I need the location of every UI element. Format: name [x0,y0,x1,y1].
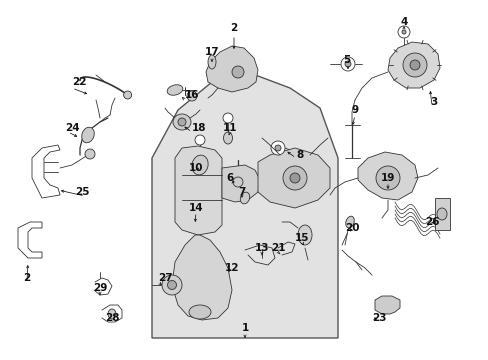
Text: 5: 5 [342,55,349,65]
Circle shape [401,30,405,34]
Ellipse shape [162,275,182,295]
Polygon shape [258,148,329,208]
Polygon shape [18,222,42,258]
Text: 10: 10 [188,163,203,173]
Polygon shape [32,145,60,198]
Text: 16: 16 [184,90,199,100]
Text: 26: 26 [424,217,438,227]
Ellipse shape [240,192,249,204]
Polygon shape [152,76,337,338]
Ellipse shape [173,114,191,130]
Text: 15: 15 [294,233,308,243]
Polygon shape [434,198,449,230]
Ellipse shape [178,118,185,126]
Ellipse shape [186,91,197,101]
Text: 2: 2 [230,23,237,33]
Polygon shape [357,152,417,200]
Text: 22: 22 [72,77,86,87]
Polygon shape [222,165,260,202]
Text: 2: 2 [23,273,31,283]
Ellipse shape [108,309,116,319]
Ellipse shape [191,155,208,175]
Text: 12: 12 [224,263,239,273]
Polygon shape [172,235,231,320]
Ellipse shape [436,208,446,220]
Text: 9: 9 [351,105,358,115]
Text: 21: 21 [270,243,285,253]
Circle shape [274,145,281,151]
Circle shape [289,173,299,183]
Polygon shape [175,146,222,235]
Text: 24: 24 [65,123,80,133]
Ellipse shape [232,177,243,187]
Ellipse shape [345,216,354,228]
Polygon shape [205,46,258,92]
Text: 4: 4 [400,17,407,27]
Text: 13: 13 [254,243,269,253]
Ellipse shape [85,149,95,159]
Text: 20: 20 [344,223,359,233]
Polygon shape [374,296,399,314]
Text: 17: 17 [204,47,219,57]
Text: 6: 6 [226,173,233,183]
Circle shape [270,141,285,155]
Circle shape [340,57,354,71]
Text: 18: 18 [192,123,206,133]
Circle shape [397,26,409,38]
Ellipse shape [167,85,183,95]
Circle shape [345,61,350,67]
Circle shape [195,135,204,145]
Text: 19: 19 [380,173,394,183]
Circle shape [231,66,244,78]
Ellipse shape [167,280,176,289]
Circle shape [402,53,426,77]
Circle shape [283,166,306,190]
Text: 7: 7 [238,187,245,197]
Text: 8: 8 [295,150,303,160]
Text: 28: 28 [104,313,119,323]
Text: 1: 1 [241,323,248,333]
Ellipse shape [297,225,311,245]
Text: 23: 23 [371,313,386,323]
Ellipse shape [123,91,131,99]
Text: 3: 3 [429,97,436,107]
Circle shape [409,60,419,70]
Ellipse shape [223,132,232,144]
Circle shape [223,113,232,123]
Polygon shape [387,42,439,88]
Ellipse shape [207,55,216,69]
Text: 29: 29 [93,283,107,293]
Ellipse shape [189,305,210,319]
Text: 25: 25 [75,187,89,197]
Text: 27: 27 [158,273,172,283]
Ellipse shape [81,127,94,143]
Text: 11: 11 [223,123,237,133]
Circle shape [375,166,399,190]
Text: 14: 14 [188,203,203,213]
